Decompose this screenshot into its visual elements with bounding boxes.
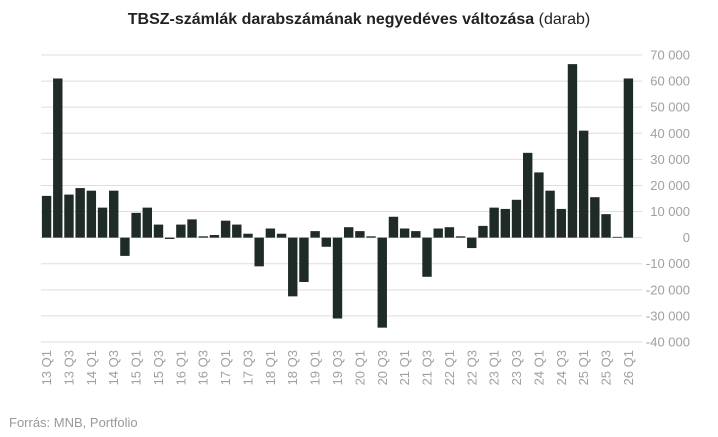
x-tick-label: 19 Q1 xyxy=(308,350,323,385)
bar xyxy=(310,231,320,238)
y-tick-label: 30 000 xyxy=(650,152,690,167)
bar xyxy=(232,224,242,238)
bar xyxy=(75,188,85,238)
y-tick-label: 0 xyxy=(683,230,690,245)
bar xyxy=(511,199,522,238)
bar xyxy=(86,190,97,238)
x-tick-label: 18 Q3 xyxy=(285,350,300,385)
y-tick-label: 70 000 xyxy=(650,48,690,63)
bar xyxy=(478,225,488,238)
bar xyxy=(433,228,443,238)
bar xyxy=(444,227,455,238)
y-tick-label: 10 000 xyxy=(650,204,690,219)
bar xyxy=(41,195,52,238)
bar xyxy=(343,227,354,238)
bar xyxy=(64,194,74,238)
x-tick-label: 18 Q1 xyxy=(263,350,278,385)
bar xyxy=(623,78,634,238)
bar xyxy=(254,237,264,267)
bar xyxy=(187,219,197,238)
x-tick-label: 20 Q3 xyxy=(375,350,390,385)
x-tick-label: 15 Q3 xyxy=(151,350,166,385)
bar xyxy=(366,236,376,238)
x-tick-label: 14 Q1 xyxy=(84,350,99,385)
x-tick-label: 15 Q1 xyxy=(129,350,144,385)
x-tick-label: 24 Q3 xyxy=(554,350,569,385)
bar xyxy=(489,207,499,238)
x-tick-label: 21 Q1 xyxy=(397,350,412,385)
x-tick-label: 25 Q3 xyxy=(599,350,614,385)
y-tick-label: 40 000 xyxy=(650,126,690,141)
x-tick-label: 17 Q1 xyxy=(218,350,233,385)
x-tick-label: 24 Q1 xyxy=(531,350,546,385)
bar xyxy=(120,237,130,256)
bar xyxy=(388,216,399,238)
bar xyxy=(288,237,298,297)
bar xyxy=(556,208,566,238)
bar xyxy=(377,237,387,328)
x-tick-label: 16 Q1 xyxy=(173,350,188,385)
bar xyxy=(590,197,600,238)
bar xyxy=(142,207,152,238)
y-tick-label: -30 000 xyxy=(646,308,690,323)
bar xyxy=(97,207,108,238)
x-tick-label: 23 Q3 xyxy=(509,350,524,385)
bar xyxy=(164,237,175,239)
bar xyxy=(399,228,410,238)
bar xyxy=(467,237,477,249)
bar xyxy=(523,152,533,238)
bar xyxy=(198,236,208,238)
bar xyxy=(545,190,555,238)
chart-subtitle: (darab) xyxy=(539,11,591,28)
bar xyxy=(332,237,343,319)
bar xyxy=(299,237,309,282)
source: Forrás: MNB, Portfolio xyxy=(9,415,138,430)
chart-heading: TBSZ-számlák darabszámának negyedéves vá… xyxy=(128,11,590,28)
bar xyxy=(500,208,511,238)
x-tick-label: 17 Q3 xyxy=(240,350,255,385)
bar xyxy=(321,237,332,247)
x-tick-label: 22 Q1 xyxy=(442,350,457,385)
x-tick-label: 21 Q3 xyxy=(420,350,435,385)
y-tick-label: 60 000 xyxy=(650,74,690,89)
bar xyxy=(534,172,544,238)
x-tick-label: 19 Q3 xyxy=(330,350,345,385)
bar xyxy=(276,233,287,238)
x-tick-label: 13 Q1 xyxy=(39,350,54,385)
y-tick-label: 20 000 xyxy=(650,178,690,193)
chart-title: TBSZ-számlák darabszámának negyedéves vá… xyxy=(128,11,535,28)
bar xyxy=(422,237,432,277)
y-tick-label: 50 000 xyxy=(650,100,690,115)
bar xyxy=(567,64,578,238)
bar xyxy=(411,231,421,238)
bar xyxy=(153,224,164,238)
x-tick-label: 22 Q3 xyxy=(464,350,479,385)
bar xyxy=(131,212,141,238)
bar xyxy=(355,231,365,238)
y-tick-label: -10 000 xyxy=(646,256,690,271)
bar xyxy=(220,220,231,238)
bar xyxy=(109,190,119,238)
x-tick-label: 23 Q1 xyxy=(487,350,502,385)
y-tick-label: -40 000 xyxy=(646,335,690,350)
bar xyxy=(455,236,466,238)
x-tick-label: 13 Q3 xyxy=(61,350,76,385)
y-tick-label: -20 000 xyxy=(646,282,690,297)
x-tick-label: 14 Q3 xyxy=(106,350,121,385)
bar xyxy=(53,78,63,238)
x-tick-label: 20 Q1 xyxy=(352,350,367,385)
bar xyxy=(612,236,622,238)
bar xyxy=(265,228,276,238)
x-tick-label: 25 Q1 xyxy=(576,350,591,385)
bar xyxy=(176,224,186,238)
x-tick-label: 26 Q1 xyxy=(621,350,636,385)
bar xyxy=(209,235,220,238)
bar xyxy=(601,214,611,238)
bar xyxy=(578,130,589,238)
bar xyxy=(243,233,253,238)
x-tick-label: 16 Q3 xyxy=(196,350,211,385)
